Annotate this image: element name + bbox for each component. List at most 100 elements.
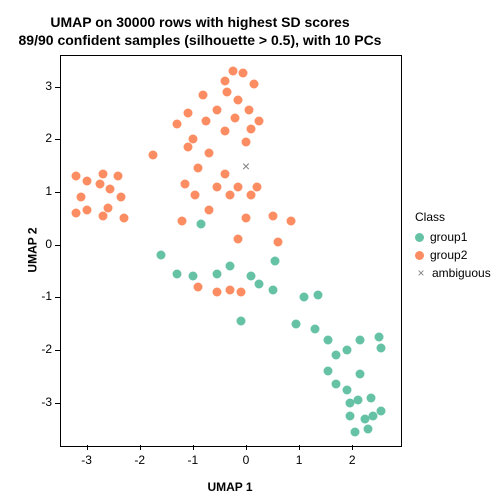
- data-point-group2: [114, 172, 123, 181]
- data-point-group2: [106, 185, 115, 194]
- data-point-group2: [233, 95, 242, 104]
- legend-item-group1: group1: [415, 230, 467, 244]
- data-point-group2: [241, 137, 250, 146]
- data-point-group1: [332, 380, 341, 389]
- data-point-group2: [204, 148, 213, 157]
- data-point-ambiguous: ×: [242, 159, 250, 173]
- data-point-group2: [103, 203, 112, 212]
- data-point-group1: [292, 319, 301, 328]
- data-point-group1: [377, 343, 386, 352]
- y-tick-label: 1: [45, 184, 52, 198]
- x-tick: [193, 445, 194, 450]
- x-tick-label: -3: [72, 453, 102, 467]
- legend-marker-icon: [415, 251, 424, 260]
- legend-item-group2: group2: [415, 248, 467, 262]
- x-tick-label: -1: [178, 453, 208, 467]
- data-point-group2: [77, 193, 86, 202]
- data-point-group1: [300, 293, 309, 302]
- data-point-group1: [342, 346, 351, 355]
- data-point-group2: [247, 124, 256, 133]
- data-point-group2: [287, 217, 296, 226]
- data-point-group2: [249, 79, 258, 88]
- x-tick: [246, 445, 247, 450]
- data-point-group2: [183, 108, 192, 117]
- y-tick-label: -1: [41, 289, 52, 303]
- data-point-group2: [241, 214, 250, 223]
- data-point-group2: [226, 285, 235, 294]
- data-point-group1: [366, 393, 375, 402]
- y-tick: [55, 297, 60, 298]
- legend-marker-icon: [415, 233, 424, 242]
- data-point-group2: [220, 77, 229, 86]
- legend-item-ambiguous: × ambiguous: [415, 266, 491, 280]
- data-point-group2: [183, 143, 192, 152]
- data-point-group2: [117, 193, 126, 202]
- data-point-group2: [220, 169, 229, 178]
- y-tick: [55, 87, 60, 88]
- legend-label: group1: [430, 230, 467, 244]
- data-point-group2: [231, 114, 240, 123]
- data-point-group2: [98, 211, 107, 220]
- x-tick: [299, 445, 300, 450]
- data-point-group1: [332, 351, 341, 360]
- data-point-group2: [273, 238, 282, 247]
- data-point-group2: [172, 119, 181, 128]
- x-tick-label: 1: [284, 453, 314, 467]
- y-tick: [55, 403, 60, 404]
- y-tick: [55, 139, 60, 140]
- data-point-group2: [212, 288, 221, 297]
- data-point-group2: [119, 214, 128, 223]
- legend-title: Class: [415, 210, 445, 224]
- chart-title-line1: UMAP on 30000 rows with highest SD score…: [0, 14, 400, 30]
- data-point-group1: [255, 280, 264, 289]
- data-point-group2: [247, 190, 256, 199]
- data-point-group2: [199, 90, 208, 99]
- y-tick-label: 0: [45, 237, 52, 251]
- y-tick: [55, 192, 60, 193]
- data-point-group2: [95, 180, 104, 189]
- data-point-group2: [233, 235, 242, 244]
- data-point-group2: [71, 209, 80, 218]
- data-point-group1: [345, 412, 354, 421]
- legend-marker-icon: ×: [415, 266, 427, 280]
- x-tick-label: 2: [337, 453, 367, 467]
- data-point-group2: [212, 182, 221, 191]
- data-point-group1: [313, 290, 322, 299]
- data-point-group2: [202, 116, 211, 125]
- data-point-group2: [180, 180, 189, 189]
- data-point-group1: [212, 269, 221, 278]
- data-point-group2: [188, 135, 197, 144]
- data-point-group1: [188, 272, 197, 281]
- data-point-group1: [226, 261, 235, 270]
- y-tick: [55, 245, 60, 246]
- data-point-group1: [324, 367, 333, 376]
- data-point-group2: [239, 69, 248, 78]
- data-point-group1: [342, 385, 351, 394]
- data-point-group1: [172, 269, 181, 278]
- data-point-group1: [324, 335, 333, 344]
- data-point-group2: [98, 169, 107, 178]
- data-point-group2: [212, 106, 221, 115]
- y-axis-label: UMAP 2: [26, 227, 40, 272]
- data-point-group1: [377, 406, 386, 415]
- x-tick: [352, 445, 353, 450]
- data-point-group2: [82, 177, 91, 186]
- data-point-group2: [226, 190, 235, 199]
- data-point-group1: [356, 335, 365, 344]
- data-point-group1: [268, 285, 277, 294]
- x-tick-label: 0: [231, 453, 261, 467]
- data-point-group2: [236, 288, 245, 297]
- data-point-group1: [236, 317, 245, 326]
- data-point-group1: [311, 325, 320, 334]
- x-tick: [87, 445, 88, 450]
- data-point-group1: [271, 256, 280, 265]
- y-tick-label: -3: [41, 395, 52, 409]
- x-axis-label: UMAP 1: [60, 480, 400, 494]
- data-point-group1: [364, 425, 373, 434]
- data-point-group2: [268, 211, 277, 220]
- data-point-group2: [191, 190, 200, 199]
- legend-label: ambiguous: [432, 266, 491, 280]
- data-point-group2: [223, 87, 232, 96]
- data-point-group1: [196, 219, 205, 228]
- x-tick: [140, 445, 141, 450]
